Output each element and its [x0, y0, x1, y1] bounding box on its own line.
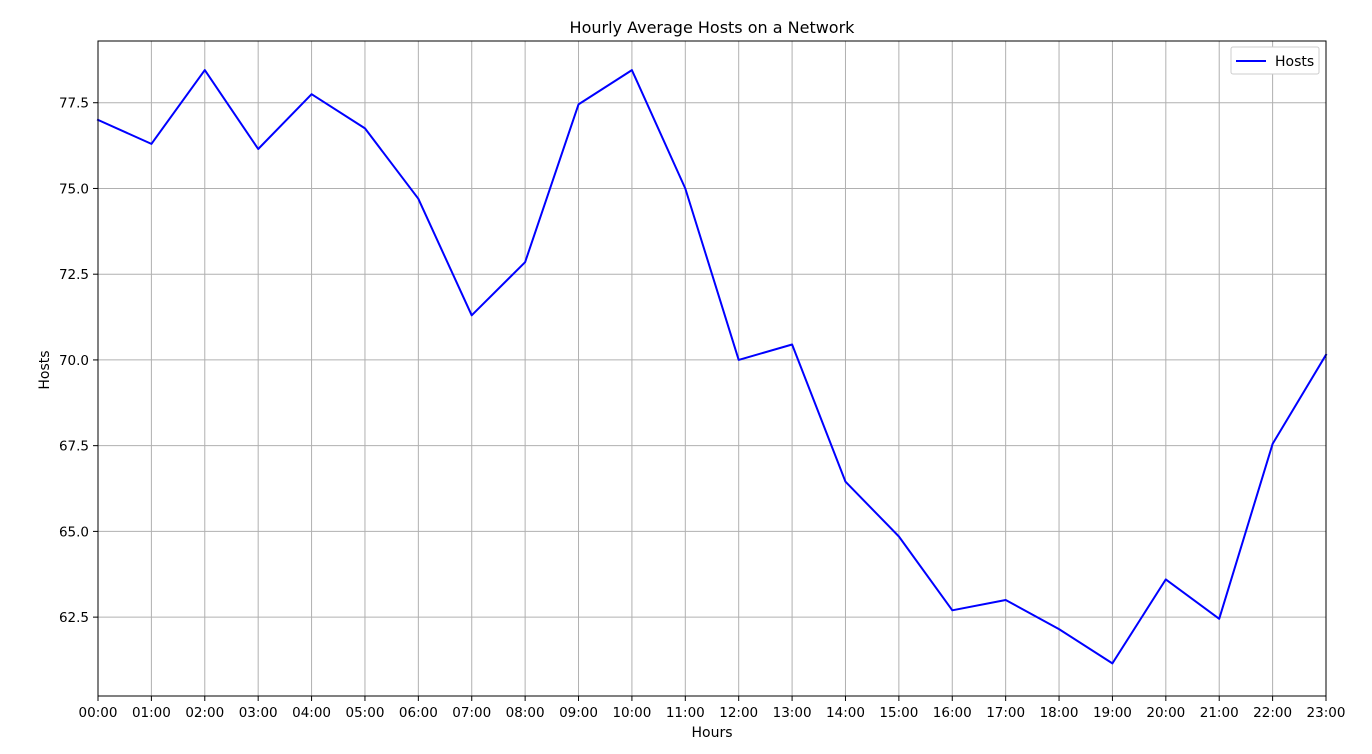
- x-tick-label: 05:00: [346, 705, 385, 721]
- y-tick-label: 72.5: [59, 267, 89, 283]
- y-axis-label: Hosts: [37, 350, 53, 389]
- x-tick-label: 00:00: [79, 705, 118, 721]
- x-tick-label: 16:00: [933, 705, 972, 721]
- x-tick-label: 12:00: [719, 705, 758, 721]
- series-line-hosts: [96, 69, 1328, 665]
- y-tick-label: 65.0: [59, 524, 89, 540]
- x-tick-label: 20:00: [1146, 705, 1185, 721]
- x-tick-label: 09:00: [559, 705, 598, 721]
- x-tick-label: 14:00: [826, 705, 865, 721]
- y-tick-label: 70.0: [59, 353, 89, 369]
- x-tick-label: 03:00: [239, 705, 278, 721]
- y-tick-label: 62.5: [59, 610, 89, 626]
- chart-title: Hourly Average Hosts on a Network: [570, 18, 856, 37]
- x-tick-label: 08:00: [506, 705, 545, 721]
- x-tick-label: 04:00: [292, 705, 331, 721]
- x-tick-label: 07:00: [452, 705, 491, 721]
- plot-frame: [97, 40, 1327, 697]
- tick-layer: 00:00 01:00 02:00 03:00 04:00 05:00 06:00 07:00…: [59, 96, 1346, 721]
- x-tick-label: 15:00: [879, 705, 918, 721]
- x-tick-label: 02:00: [185, 705, 224, 721]
- y-tick-label: 75.0: [59, 181, 89, 197]
- legend: Hosts: [1230, 46, 1320, 75]
- x-tick-label: 06:00: [399, 705, 438, 721]
- x-tick-label: 01:00: [132, 705, 171, 721]
- x-tick-label: 13:00: [773, 705, 812, 721]
- x-axis-label: Hours: [691, 725, 732, 741]
- x-tick-label: 11:00: [666, 705, 705, 721]
- x-tick-label: 21:00: [1200, 705, 1239, 721]
- grid-lines: [97, 41, 1327, 696]
- y-tick-label: 77.5: [59, 96, 89, 112]
- series-layer: [96, 69, 1328, 665]
- x-tick-label: 17:00: [986, 705, 1025, 721]
- legend-label: Hosts: [1275, 54, 1314, 70]
- x-tick-label: 22:00: [1253, 705, 1292, 721]
- x-tick-label: 19:00: [1093, 705, 1132, 721]
- x-tick-label: 18:00: [1040, 705, 1079, 721]
- y-tick-label: 67.5: [59, 439, 89, 455]
- x-tick-label: 23:00: [1307, 705, 1346, 721]
- legend-box: [1230, 46, 1320, 75]
- x-tick-label: 10:00: [612, 705, 651, 721]
